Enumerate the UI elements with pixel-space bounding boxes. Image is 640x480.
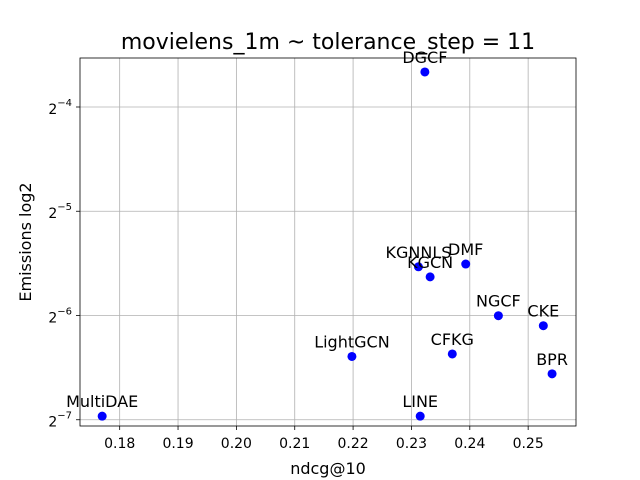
- y-tick-label: 2−7: [48, 411, 72, 431]
- point-kgnnls: [413, 262, 423, 272]
- y-tick-label: 2−4: [48, 98, 72, 118]
- point-label-multidae: MultiDAE: [66, 392, 138, 411]
- x-tick-label: 0.22: [338, 436, 369, 452]
- point-label-line: LINE: [402, 392, 438, 411]
- point-dmf: [461, 259, 471, 269]
- x-tick-label: 0.21: [279, 436, 310, 452]
- x-tick-label: 0.25: [513, 436, 544, 452]
- point-label-cfkg: CFKG: [431, 330, 474, 349]
- x-tick-label: 0.18: [104, 436, 135, 452]
- point-cfkg: [447, 349, 457, 359]
- point-cke: [538, 321, 548, 331]
- point-dgcf: [420, 67, 430, 77]
- point-ngcf: [493, 311, 503, 321]
- point-lightgcn: [347, 351, 357, 361]
- point-label-cke: CKE: [527, 302, 559, 321]
- point-label-lightgcn: LightGCN: [314, 332, 389, 351]
- x-tick-label: 0.19: [162, 436, 193, 452]
- chart-title: movielens_1m ~ tolerance_step = 11: [121, 30, 535, 55]
- point-label-kgnnls: KGNNLS: [385, 243, 451, 262]
- x-axis-ticks: 0.18 0.19 0.20 0.21 0.22 0.23 0.24 0.25: [104, 426, 544, 452]
- point-bpr: [547, 369, 557, 379]
- grid: [80, 58, 576, 426]
- x-tick-label: 0.23: [396, 436, 427, 452]
- point-label-dmf: DMF: [448, 240, 483, 259]
- point-multidae: [97, 411, 107, 421]
- x-tick-label: 0.20: [221, 436, 252, 452]
- y-axis-label: Emissions log2: [16, 182, 35, 301]
- x-tick-label: 0.24: [454, 436, 485, 452]
- point-line: [415, 411, 425, 421]
- y-tick-label: 2−6: [48, 306, 72, 326]
- point-label-dgcf: DGCF: [402, 48, 447, 67]
- point-label-ngcf: NGCF: [476, 292, 521, 311]
- point-kgcn: [425, 272, 435, 282]
- y-axis-ticks: 2−4 2−5 2−6 2−7: [48, 98, 80, 431]
- y-tick-label: 2−5: [48, 202, 72, 222]
- point-label-kgcn: KGCN: [407, 253, 453, 272]
- point-label-bpr: BPR: [536, 350, 568, 369]
- x-axis-label: ndcg@10: [290, 459, 366, 478]
- plot-frame: [79, 57, 577, 427]
